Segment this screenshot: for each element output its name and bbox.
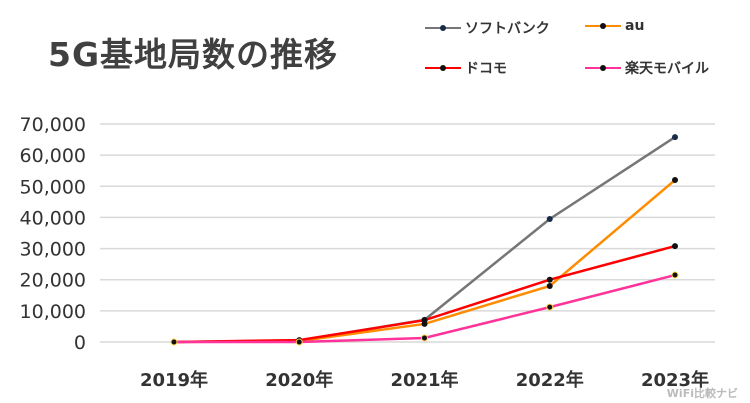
data-point <box>421 317 428 324</box>
legend-marker <box>585 65 621 71</box>
chart-title: 5G基地局数の推移 <box>48 35 339 74</box>
data-point <box>546 215 553 222</box>
legend-marker <box>585 23 621 29</box>
y-tick-label: 30,000 <box>20 239 86 261</box>
legend-label: 楽天モバイル <box>625 61 709 77</box>
legend-item-rakuten: 楽天モバイル <box>585 58 709 78</box>
data-point <box>546 282 553 289</box>
legend-item-docomo: ドコモ <box>425 58 507 78</box>
legend-label: ソフトバンク <box>465 21 550 37</box>
data-point <box>546 303 554 311</box>
legend-item-softbank: ソフトバンク <box>425 18 550 38</box>
x-tick-label: 2020年 <box>265 369 333 391</box>
series-line-3 <box>174 273 676 344</box>
y-tick-label: 40,000 <box>20 207 86 229</box>
legend-label: au <box>625 18 645 34</box>
data-point <box>671 271 679 279</box>
data-point <box>672 134 678 141</box>
data-point <box>295 338 303 346</box>
x-tick-label: 2023年 <box>641 369 709 391</box>
data-point <box>672 177 678 184</box>
y-tick-label: 10,000 <box>20 301 86 323</box>
x-tick-label: 2019年 <box>140 369 208 391</box>
data-point <box>170 338 178 346</box>
legend-marker <box>425 25 461 31</box>
watermark: WiFi比較ナビ <box>666 387 738 400</box>
legend-marker <box>425 65 461 71</box>
x-tick-label: 2022年 <box>516 369 584 391</box>
x-tick-label: 2021年 <box>390 369 458 391</box>
legend-label: ドコモ <box>465 61 507 77</box>
data-point <box>672 243 678 250</box>
data-point <box>546 276 553 283</box>
y-tick-label: 0 <box>74 332 86 354</box>
data-point <box>421 334 428 342</box>
y-tick-label: 20,000 <box>20 270 86 292</box>
y-tick-label: 70,000 <box>20 114 86 136</box>
legend-item-au: au <box>585 18 644 34</box>
y-tick-label: 60,000 <box>20 145 86 167</box>
y-tick-label: 50,000 <box>20 176 86 198</box>
